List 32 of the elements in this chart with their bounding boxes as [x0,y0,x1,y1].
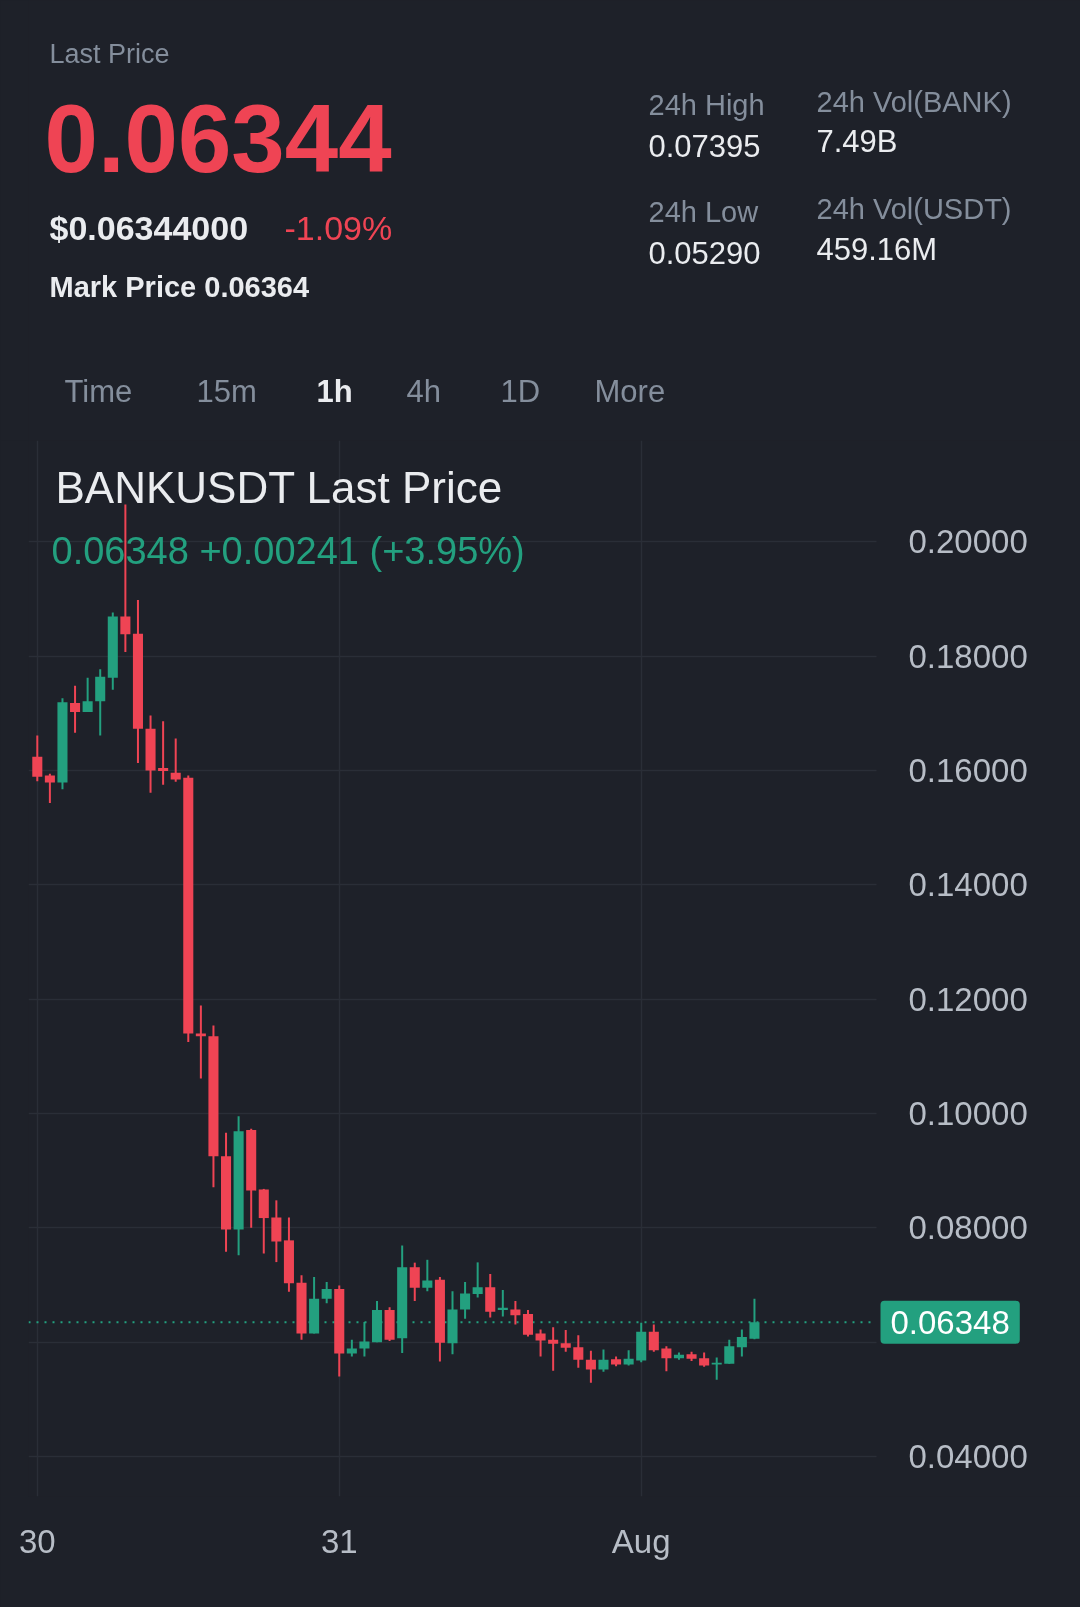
y-tick-label: 0.14000 [908,866,1028,904]
x-tick-label: 31 [320,1522,358,1560]
text: 0.07395 [648,128,761,164]
text: 0.06344 [44,85,392,192]
ref-line-label: 0.06348 [890,1303,1010,1341]
text: 24h Vol(BANK) [816,85,1012,118]
x-tick-label: Aug [611,1522,671,1560]
text: More [594,374,666,409]
text: 15m [196,374,257,409]
text: 7.49B [816,124,898,159]
text: 24h Low [648,195,760,228]
text: 24h Vol(USDT) [816,192,1012,225]
y-tick-label: 0.20000 [908,523,1028,561]
y-tick-label: 0.04000 [908,1437,1028,1475]
text: Last Price [49,38,170,69]
y-tick-label: 0.18000 [908,637,1028,675]
y-tick-label: 0.08000 [908,1209,1028,1247]
x-tick-label: 30 [18,1522,56,1560]
text: 24h High [648,88,765,121]
text: 1h [316,374,353,409]
text: BANKUSDT Last Price [55,463,503,512]
text: 459.16M [816,232,938,267]
text: 4h [406,374,441,409]
y-tick-label: 0.12000 [908,980,1028,1018]
text: 0.05290 [648,235,761,271]
text: Mark Price 0.06364 [49,270,310,303]
text: 1D [500,374,541,409]
y-tick-label: 0.10000 [908,1094,1028,1132]
text: $0.06344000 [49,208,249,247]
y-tick-label: 0.16000 [908,751,1028,789]
text: -1.09% [284,208,393,247]
text: Time [64,374,133,409]
